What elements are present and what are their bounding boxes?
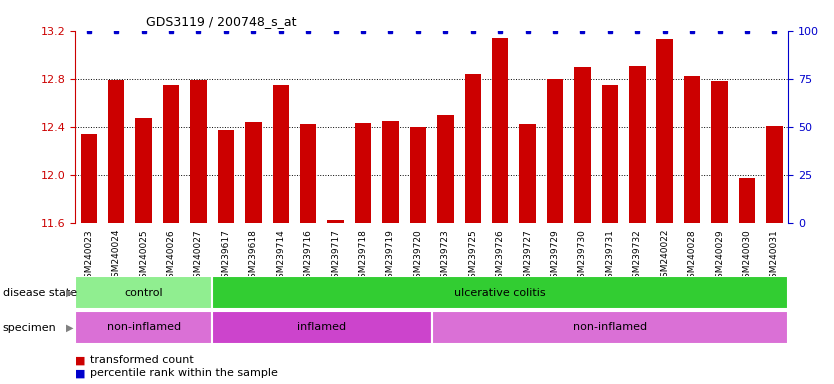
Text: disease state: disease state: [3, 288, 77, 298]
Text: transformed count: transformed count: [90, 355, 193, 365]
Bar: [739, 178, 756, 223]
Bar: [212, 311, 432, 344]
Bar: [409, 127, 426, 223]
Bar: [656, 39, 673, 223]
Bar: [574, 67, 590, 223]
Bar: [465, 74, 481, 223]
Bar: [245, 122, 262, 223]
Bar: [547, 79, 563, 223]
Bar: [432, 311, 788, 344]
Text: ulcerative colitis: ulcerative colitis: [455, 288, 546, 298]
Bar: [212, 276, 788, 309]
Text: GDS3119 / 200748_s_at: GDS3119 / 200748_s_at: [147, 15, 297, 28]
Text: inflamed: inflamed: [298, 322, 346, 333]
Text: ▶: ▶: [66, 288, 73, 298]
Bar: [300, 124, 316, 223]
Bar: [75, 276, 212, 309]
Text: non-inflamed: non-inflamed: [573, 322, 647, 333]
Bar: [382, 121, 399, 223]
Text: non-inflamed: non-inflamed: [107, 322, 181, 333]
Bar: [520, 124, 535, 223]
Bar: [108, 80, 124, 223]
Text: ▶: ▶: [66, 323, 73, 333]
Bar: [684, 76, 701, 223]
Bar: [273, 85, 289, 223]
Text: ■: ■: [75, 355, 86, 365]
Bar: [163, 85, 179, 223]
Bar: [711, 81, 728, 223]
Text: control: control: [124, 288, 163, 298]
Bar: [218, 130, 234, 223]
Text: specimen: specimen: [3, 323, 56, 333]
Bar: [437, 115, 454, 223]
Bar: [354, 123, 371, 223]
Bar: [629, 66, 646, 223]
Bar: [190, 80, 207, 223]
Bar: [601, 85, 618, 223]
Bar: [766, 126, 782, 223]
Text: ■: ■: [75, 368, 86, 378]
Bar: [75, 311, 212, 344]
Bar: [328, 220, 344, 223]
Bar: [492, 38, 509, 223]
Bar: [81, 134, 97, 223]
Text: percentile rank within the sample: percentile rank within the sample: [90, 368, 278, 378]
Bar: [135, 118, 152, 223]
